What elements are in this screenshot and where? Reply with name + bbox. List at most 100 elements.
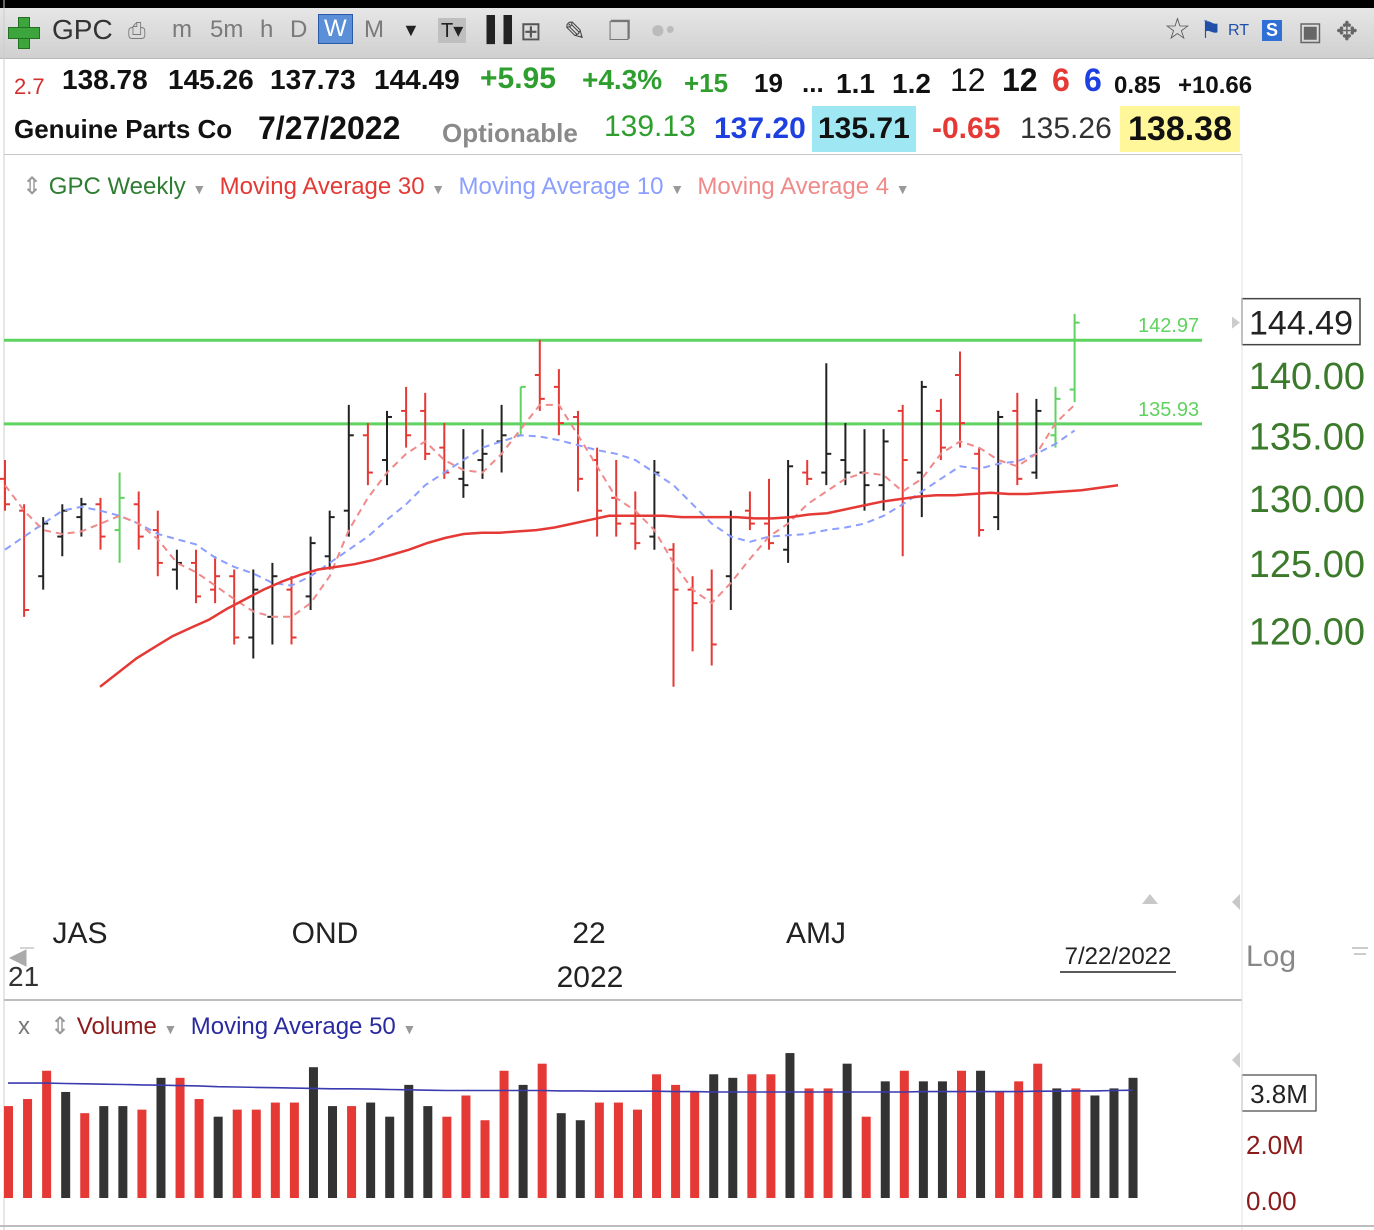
volume-bar[interactable] xyxy=(518,1084,528,1198)
interval-dropdown-icon[interactable]: ▼ xyxy=(402,20,420,40)
ohlc-bar[interactable] xyxy=(401,386,412,448)
drag-handle-icon[interactable]: ⇕ xyxy=(50,1013,71,1040)
volume-bar[interactable] xyxy=(1109,1088,1119,1198)
ohlc-bar[interactable] xyxy=(76,497,87,537)
ohlc-bar[interactable] xyxy=(362,423,373,486)
ohlc-bar[interactable] xyxy=(152,510,163,577)
notes-icon[interactable]: ❐ xyxy=(608,16,632,46)
ohlc-bar[interactable] xyxy=(191,549,201,604)
ohlc-bar[interactable] xyxy=(248,569,259,659)
volume-bar[interactable] xyxy=(995,1091,1005,1198)
volume-bar[interactable] xyxy=(918,1081,928,1198)
ohlc-bar[interactable] xyxy=(38,517,49,590)
ohlc-bar[interactable] xyxy=(916,380,927,518)
ohlc-bar[interactable] xyxy=(515,385,526,437)
ohlc-bar[interactable] xyxy=(553,369,564,436)
ohlc-bar[interactable] xyxy=(267,562,278,645)
scroll-left-icon[interactable] xyxy=(1232,894,1240,910)
save-icon[interactable]: ▣ xyxy=(1298,16,1323,46)
volume-bar[interactable] xyxy=(1090,1095,1100,1198)
chevron-down-icon[interactable]: ▼ xyxy=(895,181,910,197)
interval-d-button[interactable]: D xyxy=(290,16,308,43)
ohlc-bar[interactable] xyxy=(343,404,354,537)
volume-bar[interactable] xyxy=(118,1106,128,1198)
volume-bar[interactable] xyxy=(80,1113,90,1198)
ohlc-bar[interactable] xyxy=(611,460,622,537)
volume-bar[interactable] xyxy=(270,1102,280,1198)
ohlc-bar[interactable] xyxy=(324,510,335,570)
volume-bar[interactable] xyxy=(175,1077,185,1198)
ohlc-bar[interactable] xyxy=(95,497,106,550)
volume-bar[interactable] xyxy=(575,1120,585,1198)
ohlc-bar[interactable] xyxy=(821,363,832,486)
volume-bar[interactable] xyxy=(385,1116,395,1198)
ohlc-bar[interactable] xyxy=(706,569,717,666)
ohlc-bar[interactable] xyxy=(955,351,965,448)
ohlc-bar[interactable] xyxy=(1069,313,1080,403)
volume-bar[interactable] xyxy=(347,1106,357,1198)
ohlc-bar[interactable] xyxy=(935,398,946,461)
volume-bar[interactable] xyxy=(632,1109,642,1198)
menu-icon[interactable] xyxy=(1352,947,1368,955)
ohlc-bar[interactable] xyxy=(382,410,392,486)
ohlc-bar[interactable] xyxy=(802,460,813,486)
volume-bar[interactable] xyxy=(308,1067,318,1198)
volume-bar[interactable] xyxy=(785,1053,795,1198)
chevron-down-icon[interactable]: ▼ xyxy=(192,181,207,197)
volume-bar[interactable] xyxy=(690,1091,700,1198)
ohlc-bar[interactable] xyxy=(420,392,431,461)
close-panel-icon[interactable]: x xyxy=(18,1013,30,1040)
volume-bar[interactable] xyxy=(4,1106,13,1198)
volume-bar[interactable] xyxy=(804,1088,814,1198)
legend-ma4[interactable]: Moving Average 4 xyxy=(697,173,890,200)
drag-handle-icon[interactable]: ⇕ xyxy=(22,173,43,200)
ohlc-bar[interactable] xyxy=(439,423,450,479)
interval-m-button[interactable]: m xyxy=(172,16,192,43)
volume-bar[interactable] xyxy=(404,1084,414,1198)
volume-bar[interactable] xyxy=(747,1074,757,1198)
ohlc-bar[interactable] xyxy=(630,491,641,550)
legend-volume-ma50[interactable]: Moving Average 50 xyxy=(190,1013,396,1040)
volume-bar[interactable] xyxy=(671,1084,681,1198)
move-icon[interactable]: ✥ xyxy=(1336,16,1358,46)
ohlc-bar[interactable] xyxy=(783,460,794,563)
volume-bar[interactable] xyxy=(613,1102,623,1198)
ohlc-bar[interactable] xyxy=(878,429,889,511)
legend-ma30[interactable]: Moving Average 30 xyxy=(219,173,425,200)
volume-bar[interactable] xyxy=(899,1070,909,1198)
symbol-label[interactable]: GPC xyxy=(52,14,113,45)
ohlc-bar[interactable] xyxy=(840,423,851,486)
volume-bar[interactable] xyxy=(880,1081,890,1198)
ohlc-bar[interactable] xyxy=(133,491,144,550)
grid-add-icon[interactable]: ⊞ xyxy=(520,16,542,46)
ohlc-bar[interactable] xyxy=(210,556,221,604)
volume-bar[interactable] xyxy=(194,1099,204,1198)
rt-label[interactable]: RT xyxy=(1228,22,1250,39)
ohlc-bar[interactable] xyxy=(859,429,870,511)
ohlc-bar[interactable] xyxy=(687,576,698,652)
volume-bar[interactable] xyxy=(1071,1088,1081,1198)
legend-gpc-weekly[interactable]: GPC Weekly xyxy=(48,173,186,200)
scroll-up-icon[interactable] xyxy=(1142,894,1158,904)
volume-bar[interactable] xyxy=(42,1070,52,1198)
ohlc-bar[interactable] xyxy=(573,410,583,492)
ohlc-bar[interactable] xyxy=(649,460,660,550)
star-icon[interactable]: ☆ xyxy=(1164,13,1191,46)
interval-h-button[interactable]: h xyxy=(260,16,274,43)
text-tool-icon[interactable]: T▾ xyxy=(438,18,467,43)
volume-bar[interactable] xyxy=(1128,1077,1138,1198)
ohlc-bar[interactable] xyxy=(1050,386,1061,448)
volume-bar[interactable] xyxy=(937,1081,947,1198)
ohlc-bar[interactable] xyxy=(974,447,985,537)
volume-bar[interactable] xyxy=(137,1109,147,1198)
volume-bar[interactable] xyxy=(728,1077,738,1198)
pencil-icon[interactable]: ✎ xyxy=(564,16,586,46)
volume-bar[interactable] xyxy=(957,1070,966,1198)
ohlc-bar[interactable] xyxy=(305,536,316,610)
volume-bar[interactable] xyxy=(156,1077,166,1198)
ohlc-bar[interactable] xyxy=(19,504,30,617)
volume-bar[interactable] xyxy=(842,1063,852,1198)
volume-bar[interactable] xyxy=(99,1106,109,1198)
ohlc-bar[interactable] xyxy=(496,404,507,473)
ohlc-bar[interactable] xyxy=(592,447,603,537)
